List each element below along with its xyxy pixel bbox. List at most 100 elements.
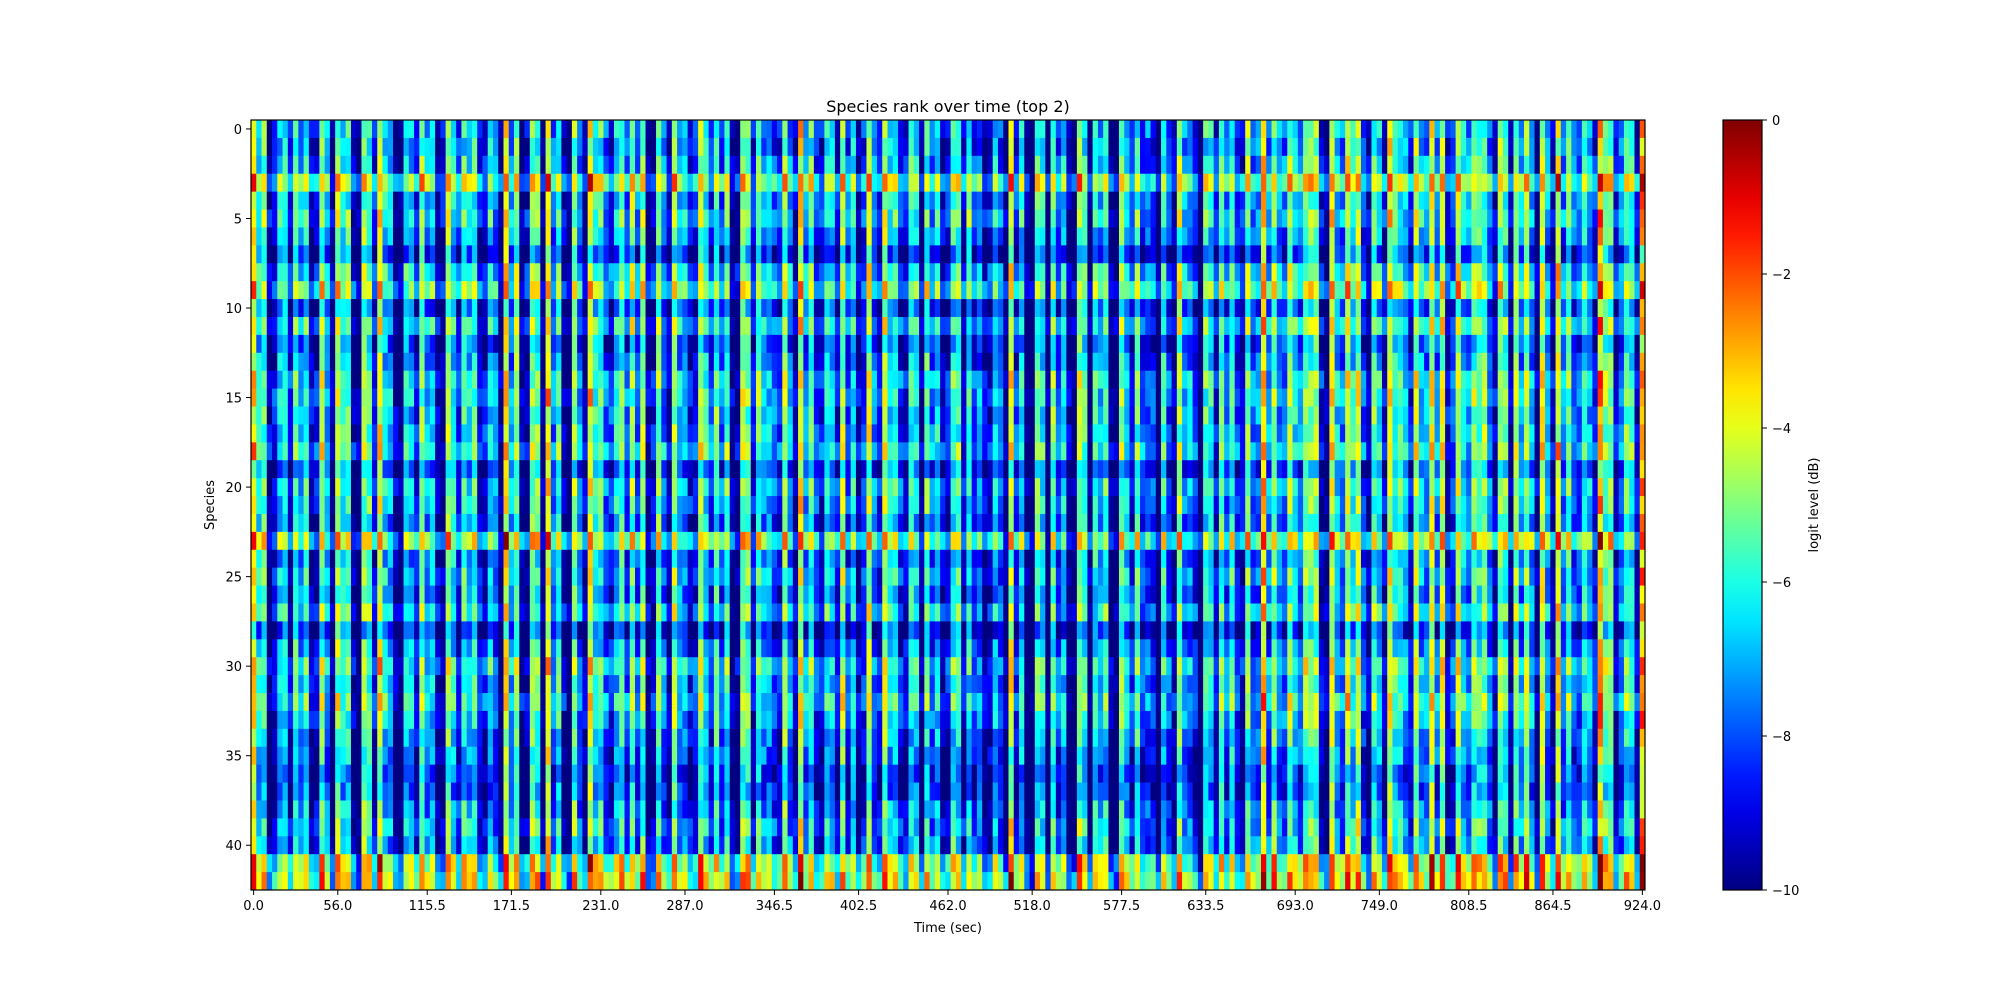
heatmap-cell — [734, 746, 741, 766]
heatmap-cell — [855, 406, 862, 425]
heatmap-cell — [624, 478, 631, 497]
heatmap-cell — [592, 352, 599, 372]
heatmap-cell — [571, 782, 578, 801]
heatmap-cell — [687, 531, 694, 551]
heatmap-cell — [492, 657, 499, 676]
heatmap-cell — [729, 513, 736, 533]
heatmap-cell — [671, 675, 678, 694]
heatmap-cell — [571, 872, 578, 891]
heatmap-cell — [656, 245, 662, 264]
heatmap-cell — [356, 621, 362, 640]
heatmap-cell — [319, 460, 326, 479]
heatmap-cell — [635, 155, 641, 175]
heatmap-cell — [724, 567, 731, 586]
heatmap-cell — [566, 334, 573, 354]
heatmap-cell — [782, 531, 788, 551]
heatmap-cell — [566, 155, 573, 175]
heatmap-cell — [471, 782, 478, 801]
heatmap-cell — [761, 478, 767, 497]
heatmap-cell — [782, 209, 788, 228]
heatmap-cell — [645, 442, 652, 461]
heatmap-cell — [556, 299, 562, 318]
heatmap-cell — [414, 746, 420, 766]
heatmap-cell — [482, 245, 489, 264]
heatmap-cell — [566, 263, 573, 282]
heatmap-cell — [666, 603, 673, 622]
heatmap-cell — [540, 818, 546, 837]
heatmap-cell — [366, 173, 373, 193]
heatmap-cell — [613, 675, 620, 694]
heatmap-cell — [561, 245, 568, 264]
heatmap-cell — [324, 710, 331, 730]
heatmap-cell — [287, 585, 294, 604]
heatmap-cell — [577, 549, 583, 569]
heatmap-cell — [792, 424, 799, 443]
heatmap-cell — [819, 746, 825, 766]
heatmap-cell — [729, 173, 736, 193]
heatmap-cell — [419, 352, 425, 372]
heatmap-cell — [787, 352, 794, 372]
heatmap-cell — [293, 316, 299, 336]
heatmap-cell — [403, 388, 410, 407]
heatmap-cell — [813, 675, 820, 694]
heatmap-cell — [666, 120, 673, 139]
heatmap-cell — [698, 137, 704, 157]
heatmap-cell — [251, 800, 257, 819]
heatmap-cell — [366, 496, 373, 515]
heatmap-cell — [803, 352, 809, 372]
heatmap-cell — [550, 370, 557, 390]
heatmap-cell — [682, 513, 689, 533]
heatmap-cell — [840, 388, 846, 407]
heatmap-cell — [387, 549, 394, 569]
heatmap-cell — [577, 388, 583, 407]
heatmap-cell — [545, 424, 552, 443]
heatmap-cell — [777, 549, 783, 569]
heatmap-cell — [582, 728, 589, 748]
heatmap-cell — [361, 478, 368, 497]
heatmap-cell — [387, 764, 394, 783]
heatmap-cell — [729, 370, 736, 390]
heatmap-cell — [466, 155, 473, 175]
heatmap-cell — [356, 334, 362, 354]
heatmap-cell — [740, 137, 746, 157]
heatmap-cell — [713, 621, 720, 640]
heatmap-cell — [508, 173, 515, 193]
heatmap-cell — [272, 352, 278, 372]
heatmap-cell — [608, 299, 615, 318]
heatmap-cell — [393, 137, 399, 157]
heatmap-cell — [698, 746, 704, 766]
heatmap-cell — [398, 549, 404, 569]
heatmap-cell — [324, 639, 331, 658]
heatmap-cell — [545, 334, 552, 354]
heatmap-cell — [719, 120, 725, 139]
heatmap-cell — [487, 352, 494, 372]
heatmap-cell — [487, 299, 494, 318]
heatmap-cell — [708, 263, 715, 282]
heatmap-cell — [813, 639, 820, 658]
heatmap-cell — [261, 209, 268, 228]
heatmap-cell — [408, 764, 415, 783]
heatmap-cell — [703, 513, 710, 533]
heatmap-cell — [635, 424, 641, 443]
heatmap-cell — [293, 209, 299, 228]
heatmap-cell — [277, 836, 283, 855]
heatmap-cell — [540, 460, 546, 479]
heatmap-cell — [335, 299, 341, 318]
heatmap-cell — [456, 549, 462, 569]
heatmap-cell — [682, 746, 689, 766]
heatmap-cell — [345, 675, 352, 694]
heatmap-cell — [456, 460, 462, 479]
heatmap-cell — [403, 782, 410, 801]
heatmap-cell — [808, 710, 815, 730]
heatmap-cell — [519, 316, 525, 336]
heatmap-cell — [482, 603, 489, 622]
heatmap-cell — [550, 137, 557, 157]
heatmap-cell — [661, 191, 667, 210]
heatmap-cell — [393, 442, 399, 461]
heatmap-cell — [403, 460, 410, 479]
heatmap-cell — [293, 567, 299, 586]
heatmap-cell — [777, 567, 783, 586]
heatmap-cell — [540, 496, 546, 515]
heatmap-cell — [756, 621, 762, 640]
heatmap-cell — [429, 764, 436, 783]
